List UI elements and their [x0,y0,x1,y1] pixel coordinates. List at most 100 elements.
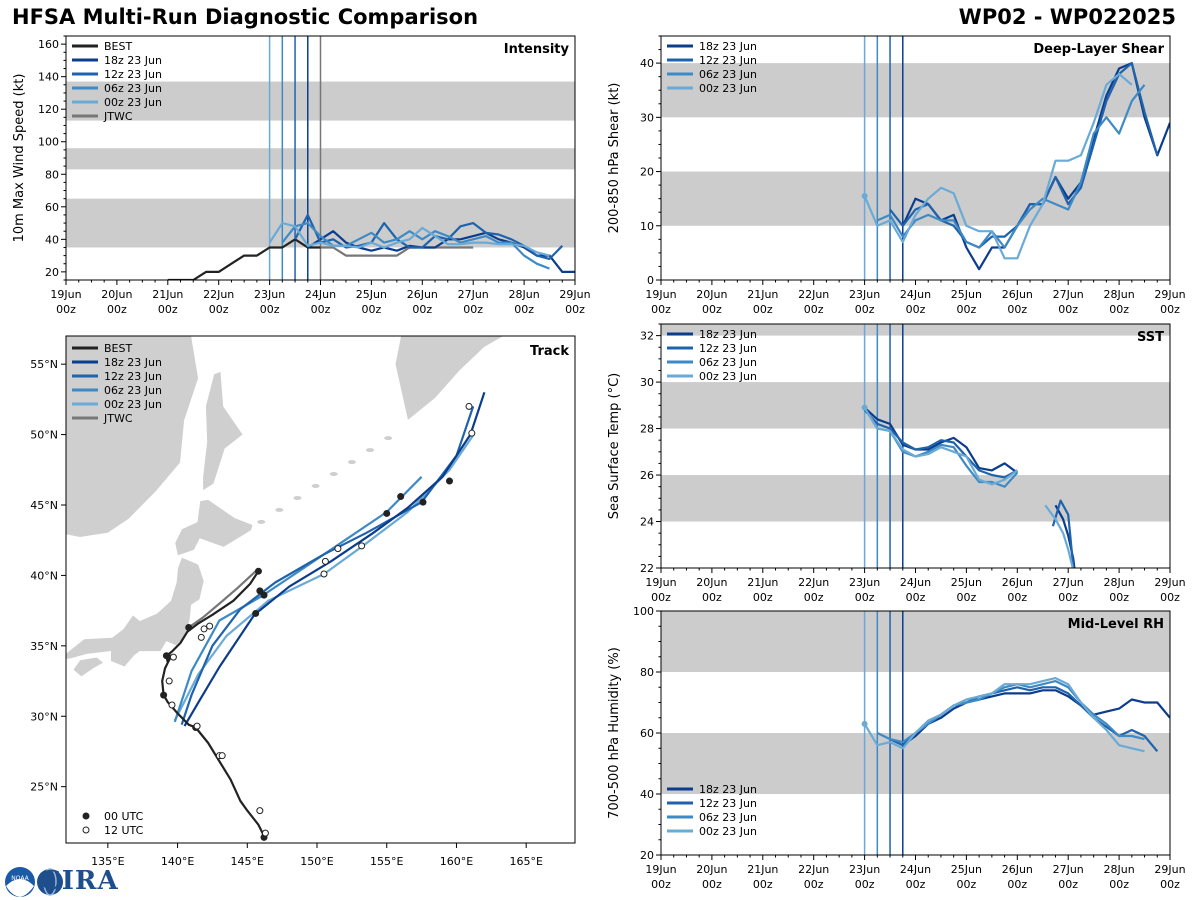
rh-xtick-sublabel: 00z [1109,878,1129,891]
rh-xtick-label: 20Jun [696,863,727,876]
sst-ytick-label: 26 [640,469,654,482]
shear-xtick-label: 24Jun [900,288,931,301]
rh-legend-label: 06z 23 Jun [699,811,757,824]
shear-title: Deep-Layer Shear [1033,42,1164,57]
rh-xtick-label: 19Jun [645,863,676,876]
shear-ytick-label: 10 [640,220,654,233]
intensity-ytick-label: 80 [45,168,59,181]
track-dot-12utc [193,722,201,730]
track-dot-12utc [200,625,208,633]
rh-ylabel: 700-500 hPa Humidity (%) [607,647,622,819]
rh-start-dot [861,720,868,727]
intensity-legend-label: 06z 23 Jun [104,82,162,95]
track-ytick-label: 55°N [30,358,58,371]
sst-legend-label: 18z 23 Jun [699,328,757,341]
sst-line-12z-23-jun-3 [1051,499,1075,568]
sst-xtick-label: 25Jun [951,576,982,589]
track-frame [65,335,576,844]
rh-xtick-label: 26Jun [1002,863,1033,876]
rh-xtick-sublabel: 00z [1007,878,1027,891]
track-ytick-label: 45°N [30,499,58,512]
sst-ytick-label: 22 [640,562,654,575]
sst-xtick-label: 19Jun [645,576,676,589]
sst-xtick-label: 23Jun [849,576,880,589]
sst-xtick-sublabel: 00z [1160,591,1180,604]
shear-xtick-label: 22Jun [798,288,829,301]
sst-line-18z-23-jun-0 [863,406,1018,474]
sst-line-00z-23-jun-5 [863,407,1018,486]
track-dot-12utc [256,807,264,815]
intensity-legend-label: JTWC [103,110,133,123]
shear-xtick-sublabel: 00z [855,303,875,316]
rh-xtick-label: 24Jun [900,863,931,876]
rh-xtick-sublabel: 00z [906,878,926,891]
intensity-ytick-label: 60 [45,201,59,214]
shear-legend-label: 00z 23 Jun [699,82,757,95]
track-dot-12utc [165,677,173,685]
track-legend-label: JTWC [103,412,133,425]
intensity-xtick-sublabel: 00z [311,303,331,316]
intensity-ytick-label: 120 [38,103,59,116]
rh-xtick-sublabel: 00z [957,878,977,891]
track-dot-00utc [185,624,193,632]
shear-ytick-label: 30 [640,111,654,124]
track-line-12z-23-jun [180,406,475,726]
land-hokkaido [174,498,254,557]
track-line-jtwc [188,570,257,629]
sst-xtick-sublabel: 00z [753,591,773,604]
sst-chart: 22 24 26 28 30 32 19Jun 00z 20Jun 00z 21Jun 00z 22Ju… [607,323,1186,604]
rh-legend-label: 00z 23 Jun [699,825,757,838]
shear-xtick-label: 29Jun [1154,288,1185,301]
track-legend-label: 00z 23 Jun [104,398,162,411]
track-ytick-label: 50°N [30,429,58,442]
land-kamchatka [394,336,505,422]
sst-xtick-sublabel: 00z [651,591,671,604]
sst-xtick-sublabel: 00z [906,591,926,604]
shear-xtick-label: 23Jun [849,288,880,301]
track-dot-12utc [197,633,205,641]
intensity-xtick-label: 27Jun [458,288,489,301]
sst-legend-label: 12z 23 Jun [699,342,757,355]
track-dot-12utc [261,829,269,837]
track-dot-00utc [160,691,168,699]
intensity-xtick-sublabel: 00z [514,303,534,316]
rh-xtick-sublabel: 00z [651,878,671,891]
sst-ytick-label: 28 [640,423,654,436]
track-dot-00utc [397,493,405,501]
land-sakhalin [202,370,244,492]
rh-legend-label: 18z 23 Jun [699,783,757,796]
shear-xtick-sublabel: 00z [702,303,722,316]
page-title-right: WP02 - WP022025 [958,5,1176,29]
rh-line-06z-23-jun-2 [876,679,1145,744]
intensity-xtick-label: 28Jun [509,288,540,301]
shear-xtick-sublabel: 00z [753,303,773,316]
rh-xtick-sublabel: 00z [804,878,824,891]
track-marker-legend-label: 12 UTC [104,824,144,837]
track-marker-legend-00 [82,812,90,820]
shear-ylabel: 200-850 hPa Shear (kt) [607,83,622,234]
intensity-xtick-label: 26Jun [407,288,438,301]
shear-legend-label: 18z 23 Jun [699,40,757,53]
track-xtick-label: 155°E [370,855,403,868]
track-dot-12utc [206,622,214,630]
shear-start-dot [861,192,868,199]
track-ytick-label: 30°N [30,710,58,723]
track-map [66,336,505,841]
rh-xtick-label: 27Jun [1053,863,1084,876]
rh-xtick-label: 22Jun [798,863,829,876]
sst-xtick-label: 24Jun [900,576,931,589]
shear-xtick-label: 27Jun [1053,288,1084,301]
sst-band-0 [661,475,1170,522]
sst-xtick-sublabel: 00z [1058,591,1078,604]
sst-xtick-label: 28Jun [1104,576,1135,589]
shear-series-group [861,61,1170,271]
intensity-xtick-sublabel: 00z [565,303,585,316]
rh-xtick-sublabel: 00z [1160,878,1180,891]
rh-xtick-sublabel: 00z [702,878,722,891]
intensity-xtick-sublabel: 00z [362,303,382,316]
rh-xtick-label: 23Jun [849,863,880,876]
intensity-ytick-label: 140 [38,71,59,84]
track-ytick-label: 25°N [30,781,58,794]
shear-xtick-sublabel: 00z [804,303,824,316]
